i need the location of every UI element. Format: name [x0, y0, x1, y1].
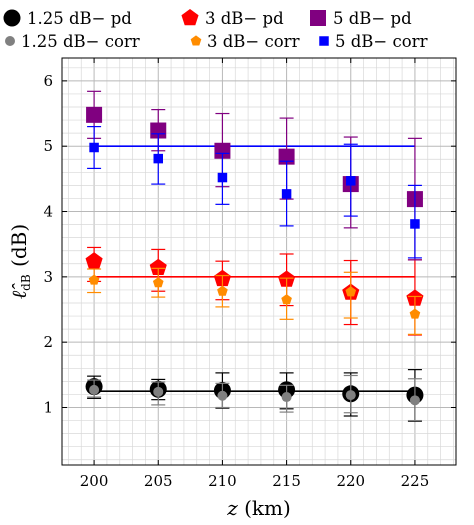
- legend-marker: [319, 36, 329, 46]
- data-marks: [85, 90, 424, 422]
- data-point: [281, 392, 292, 403]
- data-point: [345, 390, 356, 401]
- y-tick-label: 2: [43, 333, 53, 351]
- legend-marker: [310, 10, 326, 26]
- legend-label: 1.25 dB− corr: [21, 32, 140, 51]
- data-point: [217, 172, 228, 183]
- data-point: [153, 386, 164, 397]
- data-point: [152, 277, 164, 288]
- legend-entry: 3 dB− pd: [181, 9, 284, 28]
- legend-marker: [3, 9, 21, 27]
- data-point: [281, 189, 292, 199]
- data-point: [217, 390, 228, 401]
- data-point: [150, 122, 167, 139]
- legend-entry: 1.25 dB− pd: [3, 9, 132, 28]
- plot-frame: [61, 57, 457, 466]
- x-tick-label: 205: [144, 472, 173, 490]
- series-3: [87, 374, 422, 422]
- data-point: [88, 274, 100, 285]
- data-point: [153, 153, 164, 164]
- x-tick-label: 225: [401, 472, 430, 490]
- x-axis-label: z (km): [226, 496, 291, 520]
- x-tick-label: 200: [80, 472, 109, 490]
- legend-label: 5 dB− corr: [335, 32, 428, 51]
- y-axis-label-sub: dB: [19, 274, 33, 291]
- y-tick-label: 6: [43, 72, 53, 90]
- series-2: [86, 90, 423, 261]
- series-0: [85, 369, 424, 422]
- axis-ticks: 200 205 210 215 220 225 1 2 3 4 5 6: [43, 58, 456, 490]
- legend-marker: [190, 35, 202, 46]
- data-point: [217, 285, 228, 296]
- legend-marker: [181, 9, 199, 26]
- legend-label: 5 dB− pd: [333, 9, 412, 28]
- series-1: [85, 246, 424, 336]
- data-point: [89, 142, 99, 153]
- reference-lines: [94, 145, 415, 392]
- x-tick-label: 215: [272, 472, 301, 490]
- data-point: [345, 286, 357, 297]
- y-tick-label: 1: [43, 399, 53, 417]
- data-point: [346, 176, 356, 186]
- legend-entry: 5 dB− pd: [310, 9, 412, 28]
- data-point: [410, 219, 420, 229]
- data-point: [281, 294, 292, 305]
- legend-entry: 3 dB− corr: [190, 32, 300, 51]
- data-point: [214, 142, 231, 159]
- y-axis-label: ℓ̂dB (dB): [7, 224, 33, 299]
- data-point: [85, 252, 103, 269]
- legend-entry: 5 dB− corr: [319, 32, 428, 51]
- legend-label: 3 dB− corr: [207, 32, 300, 51]
- series-4: [87, 267, 422, 335]
- y-tick-label: 4: [43, 203, 53, 221]
- data-point: [409, 395, 420, 406]
- legend-label: 1.25 dB− pd: [27, 9, 132, 28]
- data-point: [409, 308, 421, 319]
- y-tick-label: 5: [43, 137, 53, 155]
- y-axis-label-unit: (dB): [7, 224, 31, 273]
- data-point: [89, 384, 100, 395]
- series-5: [87, 125, 422, 259]
- data-point: [149, 258, 167, 275]
- x-axis-label-unit: (km): [238, 496, 291, 520]
- legend-entry: 1.25 dB− corr: [5, 32, 140, 51]
- x-tick-label: 210: [208, 472, 237, 490]
- legend-label: 3 dB− pd: [205, 9, 284, 28]
- grid: [62, 58, 456, 465]
- legend: 1.25 dB− pd 3 dB− pd 5 dB− pd 1.25 dB− corr…: [3, 9, 428, 51]
- data-point: [86, 106, 103, 123]
- legend-marker: [5, 36, 15, 46]
- x-axis-label-var: z: [226, 496, 238, 520]
- x-tick-label: 220: [336, 472, 365, 490]
- y-tick-label: 3: [43, 268, 53, 286]
